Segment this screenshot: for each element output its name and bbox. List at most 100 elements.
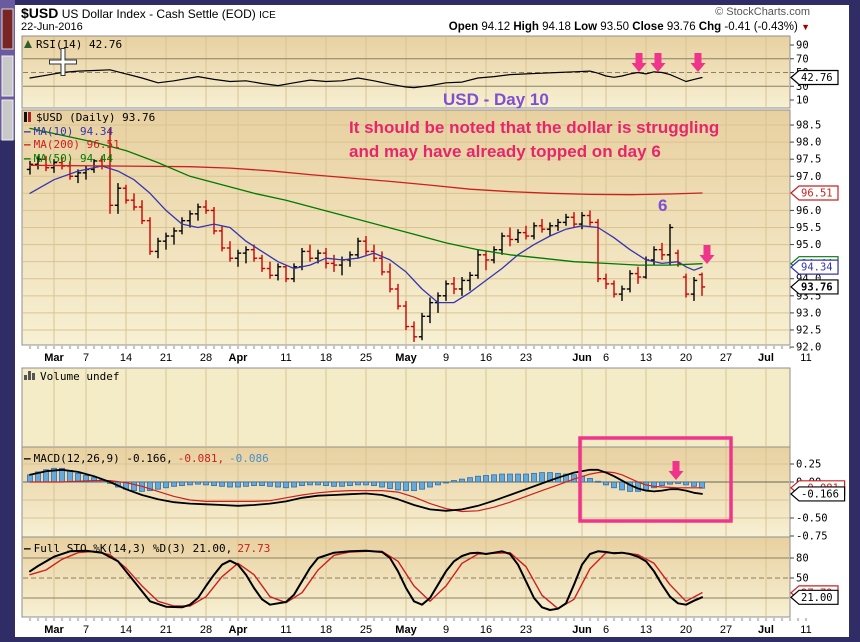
price-legend-main: $USD (Daily) 93.76 [24, 111, 155, 125]
sto-d-value: 27.73 [237, 542, 271, 555]
macd-histogram-bar [291, 481, 297, 488]
macd-line-icon: — [24, 452, 31, 465]
sidebar-thumbnail[interactable] [1, 99, 14, 141]
macd-histogram-bar [475, 475, 481, 483]
x-axis-label: 7 [83, 352, 89, 364]
x-axis-label: 11 [800, 624, 811, 636]
x-axis-label: 11 [800, 352, 811, 364]
pink-down-arrow-icon [650, 53, 666, 72]
sto-legend-label: Full STO %K(14,3) %D(3) 21.00, [33, 542, 233, 555]
macd-histogram-bar [227, 481, 233, 488]
MA(50) 94.44-line [29, 127, 703, 266]
macd-histogram-bar [323, 481, 329, 486]
macd-histogram-bar [467, 477, 473, 483]
macd-histogram-bar [683, 481, 689, 486]
x-axis-label: 18 [320, 352, 332, 364]
macd-histogram-bar [75, 472, 81, 483]
sto-ytick: 80 [796, 553, 809, 565]
macd-histogram-bar [651, 481, 657, 489]
macd-signal-value: -0.081, [177, 452, 225, 465]
ma50-legend: — MA(50) 94.44 [24, 151, 114, 165]
sidebar-thumbnail[interactable] [1, 55, 14, 97]
x-axis-label: 28 [200, 624, 212, 636]
pink-down-arrow-icon [690, 53, 706, 72]
x-axis-label: Mar [44, 352, 64, 364]
price-ytick: 97.0 [796, 171, 821, 183]
sto-line-icon: — [24, 542, 31, 555]
macd-histogram-bar [427, 481, 433, 488]
macd-histogram-bar [163, 481, 169, 489]
sidebar-thumbnail[interactable] [1, 8, 14, 50]
macd-histogram-bar [355, 481, 361, 486]
macd-ytick: 0.25 [796, 458, 821, 470]
close-value: 93.76 [666, 21, 696, 33]
svg-text:-0.166: -0.166 [801, 488, 839, 500]
macd-histogram-bar [667, 481, 673, 485]
macd-histogram-bar [603, 481, 609, 486]
svg-text:21.00: 21.00 [801, 592, 833, 604]
x-axis-label: 21 [160, 352, 172, 364]
x-axis-label: May [395, 624, 417, 636]
price-ytick: 96.0 [796, 205, 821, 217]
macd-histogram-bar [435, 481, 441, 486]
macd-histogram-bar [155, 481, 161, 490]
macd-histogram-bar [219, 481, 225, 487]
x-axis-label: Mar [44, 624, 64, 636]
ma50-line-icon: — [24, 151, 31, 165]
high-value: 94.18 [542, 21, 571, 33]
x-axis-label: Jun [572, 624, 592, 636]
macd-histogram-bar [387, 481, 393, 489]
x-axis-label: 20 [680, 352, 692, 364]
macd-histogram-bar [203, 481, 209, 486]
chg-label: Chg [698, 21, 722, 33]
macd-histogram-bar [451, 480, 457, 483]
macd-histogram-bar [483, 475, 489, 483]
macd-histogram-bar [147, 481, 153, 492]
x-axis-label: 21 [160, 624, 172, 636]
macd-histogram-bar [363, 481, 369, 486]
x-axis-label: 27 [720, 624, 732, 636]
macd-histogram-bar [443, 481, 449, 484]
rsi-ytick: 10 [796, 95, 809, 107]
macd-histogram-bar [507, 473, 513, 483]
annotation-note: It should be noted that the dollar is st… [349, 116, 719, 164]
macd-histogram-bar [547, 472, 553, 483]
macd-histogram-bar [587, 477, 593, 483]
copyright: © StockCharts.com [715, 6, 810, 18]
macd-histogram-bar [459, 478, 465, 483]
macd-histogram-bar [195, 481, 201, 485]
macd-annotation-box [578, 436, 733, 523]
ma200-legend: — MA(200) 96.51 [24, 138, 120, 151]
macd-histogram-bar [595, 480, 601, 483]
macd-histogram-bar [211, 481, 217, 486]
price-ytick: 97.5 [796, 154, 821, 166]
macd-histogram-bar [643, 481, 649, 491]
x-axis-label: 13 [640, 624, 652, 636]
open-value: 94.12 [481, 21, 511, 33]
macd-legend: — MACD(12,26,9) -0.166, -0.081, -0.086 [24, 452, 269, 465]
chart-title: $USD US Dollar Index - Cash Settle (EOD)… [21, 5, 276, 21]
macd-histogram-bar [531, 472, 537, 483]
macd-signal-line [29, 471, 703, 513]
macd-hist-value: -0.086 [229, 452, 269, 465]
macd-line-line [29, 468, 703, 512]
price-ytick: 92.0 [796, 342, 821, 354]
histogram-icon [24, 370, 36, 383]
volume-legend: Volume undef [24, 370, 119, 383]
macd-histogram-bar [419, 481, 425, 490]
price-legend: $USD (Daily) 93.76 — MA(10) 94.34 — MA(200… [24, 111, 155, 165]
price-ytick: 98.5 [796, 120, 821, 132]
macd-histogram-bar [395, 481, 401, 491]
x-axis-label: May [395, 352, 417, 364]
annotation-day10: USD - Day 10 [443, 90, 549, 109]
macd-histogram-bar [187, 481, 193, 486]
annotation-note-line1: It should be noted that the dollar is st… [349, 118, 720, 137]
x-axis-label: 9 [443, 352, 449, 364]
macd-histogram-bar [67, 470, 73, 483]
ma10-line-icon: — [24, 124, 31, 138]
macd-histogram-bar [411, 481, 417, 492]
MA(10) 94.34-line [29, 165, 703, 304]
x-axis-label: Jul [758, 624, 774, 636]
